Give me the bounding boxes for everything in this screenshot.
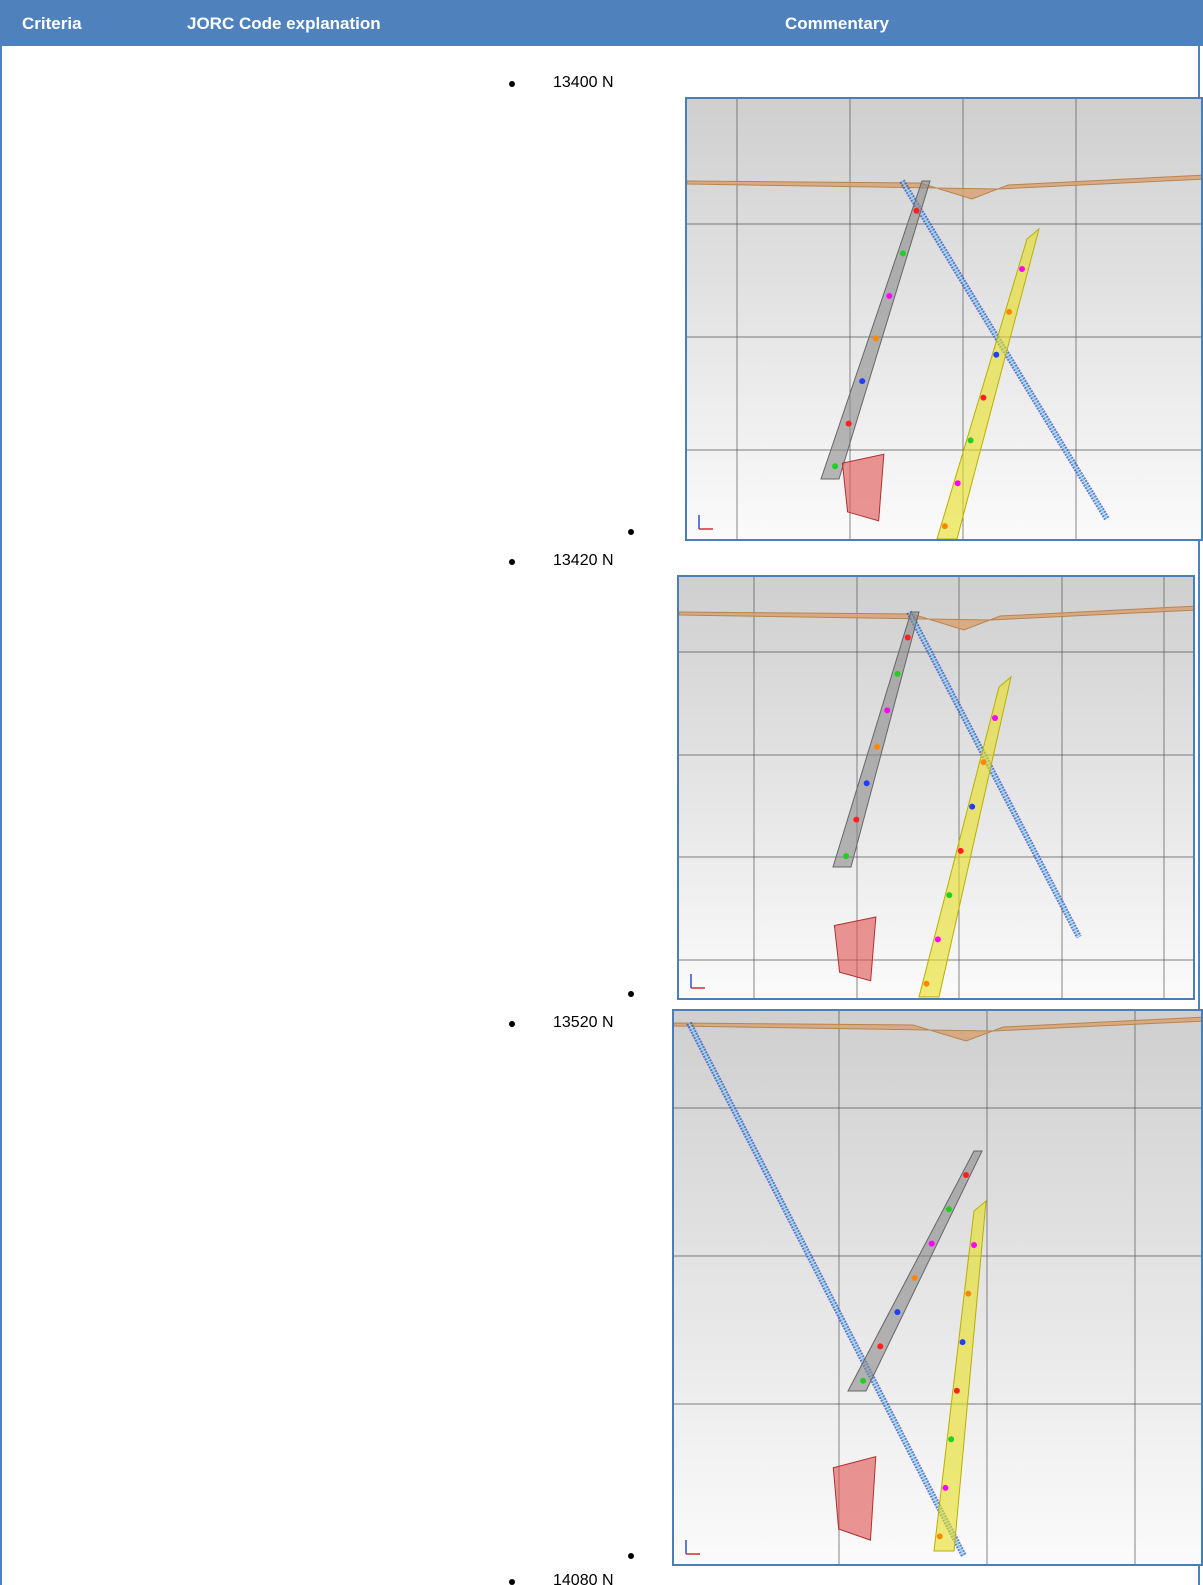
section-label: 13400 N (553, 74, 614, 92)
section-image (685, 97, 1203, 541)
lode-shape (842, 454, 883, 521)
sample-point (877, 1343, 883, 1349)
sample-point (980, 395, 986, 401)
sample-point (905, 635, 911, 641)
table-border (0, 46, 2, 1585)
sample-point (884, 707, 890, 713)
sample-point (923, 981, 929, 987)
section-image (672, 1009, 1203, 1566)
sample-point (946, 892, 952, 898)
column-header: Criteria (22, 14, 82, 34)
lode-shape (834, 917, 875, 981)
sample-point (860, 1378, 866, 1384)
sample-point (929, 1241, 935, 1247)
sample-point (912, 1275, 918, 1281)
sample-point (895, 671, 901, 677)
lode-shape (833, 1457, 875, 1541)
empty-bullet (628, 529, 634, 535)
sample-point (832, 463, 838, 469)
table-header: Criteria JORC Code explanation Commentar… (0, 0, 1203, 46)
column-header: Commentary (785, 14, 889, 34)
sample-point (954, 1388, 960, 1394)
sample-point (992, 715, 998, 721)
sample-point (846, 421, 852, 427)
sample-point (948, 1436, 954, 1442)
section-label: 13420 N (553, 552, 614, 570)
sample-point (886, 293, 892, 299)
section-image (677, 575, 1195, 1000)
sample-point (937, 1533, 943, 1539)
sample-point (864, 780, 870, 786)
sample-point (965, 1291, 971, 1297)
sample-point (971, 1242, 977, 1248)
sample-point (894, 1309, 900, 1315)
empty-bullet (628, 1553, 634, 1559)
column-header: JORC Code explanation (187, 14, 381, 34)
image-background (674, 1011, 1203, 1566)
sample-point (946, 1206, 952, 1212)
page: Criteria JORC Code explanation Commentar… (0, 0, 1203, 1585)
sample-point (963, 1172, 969, 1178)
section-label: 13520 N (553, 1014, 614, 1032)
sample-point (853, 817, 859, 823)
sample-point (935, 936, 941, 942)
sample-point (843, 853, 849, 859)
sample-point (942, 523, 948, 529)
sample-point (968, 437, 974, 443)
sample-point (914, 208, 920, 214)
sample-point (981, 759, 987, 765)
sample-point (1019, 266, 1025, 272)
sample-point (960, 1339, 966, 1345)
empty-bullet (628, 991, 634, 997)
image-background (687, 99, 1203, 541)
sample-point (969, 804, 975, 810)
sample-point (958, 848, 964, 854)
sample-point (900, 250, 906, 256)
sample-point (874, 744, 880, 750)
sample-point (1006, 309, 1012, 315)
sample-point (942, 1485, 948, 1491)
sample-point (955, 480, 961, 486)
sample-point (993, 352, 999, 358)
section-label: 14080 N (553, 1572, 614, 1585)
sample-point (859, 378, 865, 384)
sample-point (873, 336, 879, 342)
